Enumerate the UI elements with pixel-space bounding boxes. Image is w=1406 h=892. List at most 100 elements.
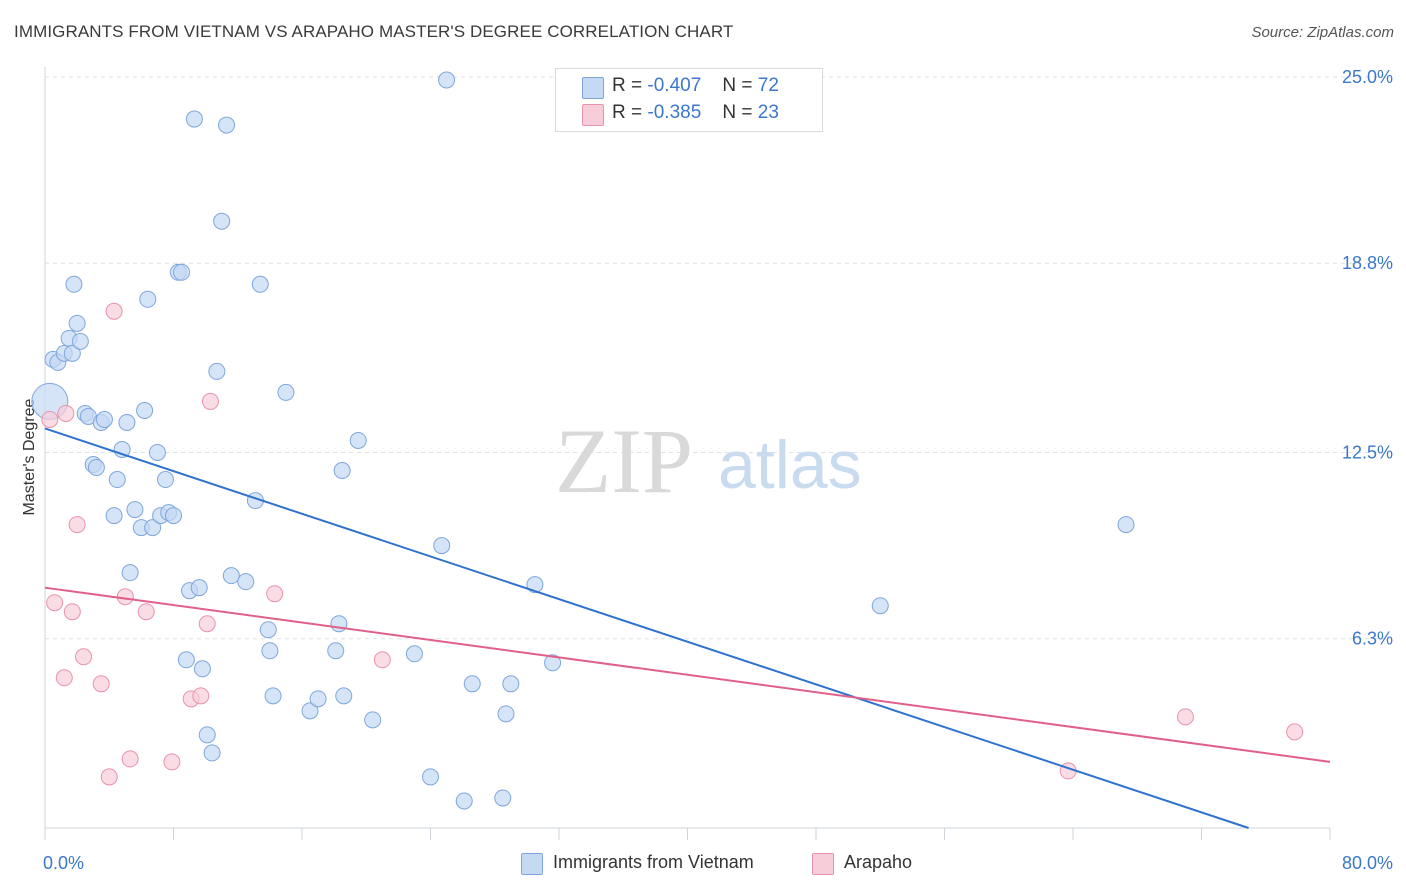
series-arapaho-points	[41, 302, 1304, 786]
data-point	[433, 537, 451, 555]
watermark-zip: ZIP	[555, 410, 693, 512]
data-point	[198, 615, 216, 633]
data-point	[116, 588, 134, 606]
data-point	[108, 471, 126, 489]
data-point	[266, 585, 284, 603]
legend-r-value: -0.407	[647, 75, 702, 96]
data-point	[163, 753, 181, 771]
data-point	[261, 642, 279, 660]
trend-lines	[44, 427, 1331, 829]
data-point	[213, 212, 231, 230]
data-point	[173, 263, 191, 281]
data-point	[1176, 708, 1194, 726]
data-point	[63, 603, 81, 621]
series-vietnam-points	[31, 71, 1135, 810]
legend-swatch-arapaho	[582, 104, 604, 126]
data-point	[68, 516, 86, 534]
data-point	[327, 642, 345, 660]
trend-line-vietnam	[44, 427, 1249, 829]
data-point	[330, 615, 348, 633]
data-point	[41, 410, 59, 428]
legend-n-value: 72	[757, 75, 779, 96]
data-point	[63, 344, 81, 362]
data-point	[193, 660, 211, 678]
bottom-legend-label-vietnam: Immigrants from Vietnam	[553, 852, 754, 872]
data-point	[526, 576, 544, 594]
data-point	[277, 383, 295, 401]
legend-r-label: R =	[612, 102, 643, 123]
data-point	[494, 789, 512, 807]
data-point	[463, 675, 481, 693]
x-tick-label: 80.0%	[1342, 853, 1393, 873]
bottom-legend-swatch-arapaho	[812, 853, 834, 875]
data-point	[105, 302, 123, 320]
correlation-legend: R = -0.407 N = 72 R = -0.385 N = 23	[555, 68, 823, 132]
data-point	[105, 507, 123, 525]
data-point	[218, 116, 236, 134]
legend-r-label: R =	[612, 75, 643, 96]
data-point	[208, 362, 226, 380]
data-point	[95, 410, 113, 428]
data-point	[251, 275, 269, 293]
data-point	[75, 648, 93, 666]
data-point	[177, 651, 195, 669]
data-point	[237, 573, 255, 591]
data-point	[190, 579, 208, 597]
data-point	[46, 594, 64, 612]
data-point	[405, 645, 423, 663]
data-point	[55, 669, 73, 687]
data-point	[57, 404, 75, 422]
watermark: ZIP atlas	[555, 410, 862, 512]
data-point	[156, 471, 174, 489]
data-point	[121, 564, 139, 582]
data-point	[118, 413, 136, 431]
data-point	[502, 675, 520, 693]
data-point	[1286, 723, 1304, 741]
data-point	[121, 750, 139, 768]
data-point	[203, 744, 221, 762]
legend-n-label: N =	[722, 75, 753, 96]
trend-line-arapaho	[44, 586, 1331, 763]
y-tick-label: 6.3%	[1352, 629, 1393, 649]
x-tick-label: 0.0%	[43, 853, 84, 873]
legend-n-value: 23	[757, 102, 779, 123]
chart-title: IMMIGRANTS FROM VIETNAM VS ARAPAHO MASTE…	[14, 22, 734, 41]
axes	[44, 67, 1331, 840]
data-point	[259, 621, 277, 639]
data-point	[455, 792, 473, 810]
data-point	[544, 654, 562, 672]
data-point	[871, 597, 889, 615]
data-point	[422, 768, 439, 786]
legend-r-value: -0.385	[647, 102, 702, 123]
data-point	[92, 675, 110, 693]
data-point	[373, 651, 391, 669]
data-point	[68, 314, 86, 332]
data-point	[136, 401, 154, 419]
data-point	[333, 462, 351, 480]
data-point	[335, 687, 353, 705]
tick-labels: 6.3% 12.5% 18.8% 25.0% 0.0% 80.0%	[43, 67, 1393, 873]
data-point	[364, 711, 382, 729]
legend-n-label: N =	[722, 102, 753, 123]
bottom-legend-swatch-vietnam	[521, 853, 543, 875]
data-point	[1117, 516, 1135, 534]
data-point	[126, 501, 144, 519]
gridlines	[45, 76, 1390, 640]
data-point	[165, 507, 182, 525]
data-point	[301, 702, 319, 720]
data-point	[309, 690, 327, 708]
legend-swatch-vietnam	[582, 77, 604, 99]
data-point	[222, 567, 240, 585]
data-point	[100, 768, 118, 786]
data-point	[65, 275, 83, 293]
data-point	[264, 687, 282, 705]
chart-source: Source: ZipAtlas.com	[1251, 24, 1394, 41]
data-point	[185, 110, 203, 128]
data-point	[497, 705, 515, 723]
y-tick-label: 18.8%	[1342, 253, 1393, 273]
data-point	[139, 290, 157, 308]
data-point	[71, 332, 89, 350]
y-tick-label: 12.5%	[1342, 443, 1393, 463]
data-point	[144, 519, 162, 537]
watermark-atlas: atlas	[718, 427, 862, 503]
